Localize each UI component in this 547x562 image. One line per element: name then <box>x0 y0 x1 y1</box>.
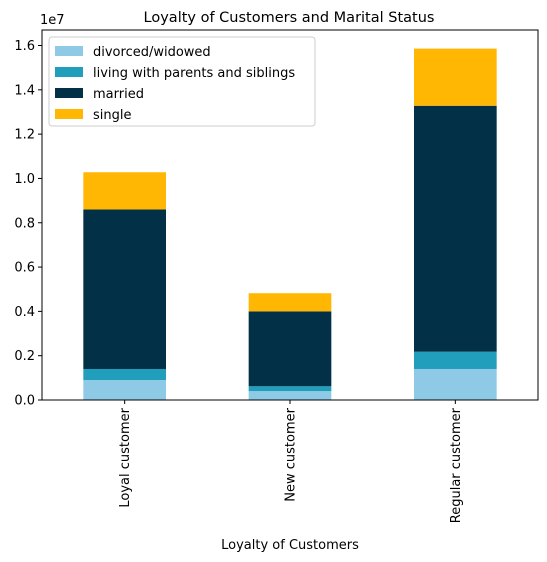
bar-loyal-customer-living-with-parents-and-siblings <box>83 368 166 381</box>
y-tick-label: 0.6 <box>14 261 35 276</box>
y-axis-offset-label: 1e7 <box>40 13 65 28</box>
y-tick-label: 0.2 <box>14 349 35 364</box>
bar-new-customer-divorced-widowed <box>248 391 332 400</box>
bar-new-customer-single <box>248 293 332 312</box>
legend-label-single: single <box>93 108 132 123</box>
bar-new-customer-living-with-parents-and-siblings <box>248 386 332 392</box>
bar-new-customer-married <box>248 311 332 387</box>
y-tick-label: 0.0 <box>14 394 35 409</box>
bars-group <box>83 48 497 400</box>
bar-regular-customer-living-with-parents-and-siblings <box>414 351 497 369</box>
bar-loyal-customer-divorced-widowed <box>83 380 166 400</box>
y-tick-label: 0.4 <box>14 305 35 320</box>
bar-loyal-customer-single <box>83 172 166 210</box>
x-tick-label-new-customer: New customer <box>284 407 299 501</box>
legend-swatch-single <box>55 109 83 119</box>
legend-box <box>48 36 316 127</box>
legend-swatch-married <box>55 88 83 98</box>
y-tick-label: 1.2 <box>14 128 35 143</box>
bar-loyal-customer-married <box>83 209 166 369</box>
x-tick-label-loyal-customer: Loyal customer <box>118 407 133 507</box>
x-tick-label-regular-customer: Regular customer <box>449 407 464 523</box>
chart-title: Loyalty of Customers and Marital Status <box>144 10 435 26</box>
bar-regular-customer-single <box>414 48 497 106</box>
legend-swatch-living-with-parents-and-siblings <box>55 67 83 77</box>
y-axis: 0.0 0.2 0.4 0.6 0.8 1.0 1.2 1.4 1.6 <box>14 39 42 409</box>
y-tick-label: 1.6 <box>14 39 35 54</box>
legend-swatch-divorced-widowed <box>55 46 83 56</box>
legend-label-living-with-parents-and-siblings: living with parents and siblings <box>93 66 295 81</box>
x-axis: Loyal customer New customer Regular custom… <box>118 400 464 523</box>
bar-regular-customer-married <box>414 105 497 352</box>
legend-label-divorced-widowed: divorced/widowed <box>93 45 211 60</box>
bar-regular-customer-divorced-widowed <box>414 368 497 400</box>
legend-label-married: married <box>93 87 144 102</box>
legend: divorced/widowed living with parents and … <box>48 36 316 127</box>
x-axis-label: Loyalty of Customers <box>221 538 359 553</box>
plot-frame <box>41 29 539 401</box>
y-tick-label: 0.8 <box>14 216 35 231</box>
y-tick-label: 1.4 <box>14 83 35 98</box>
y-tick-label: 1.0 <box>14 172 35 187</box>
